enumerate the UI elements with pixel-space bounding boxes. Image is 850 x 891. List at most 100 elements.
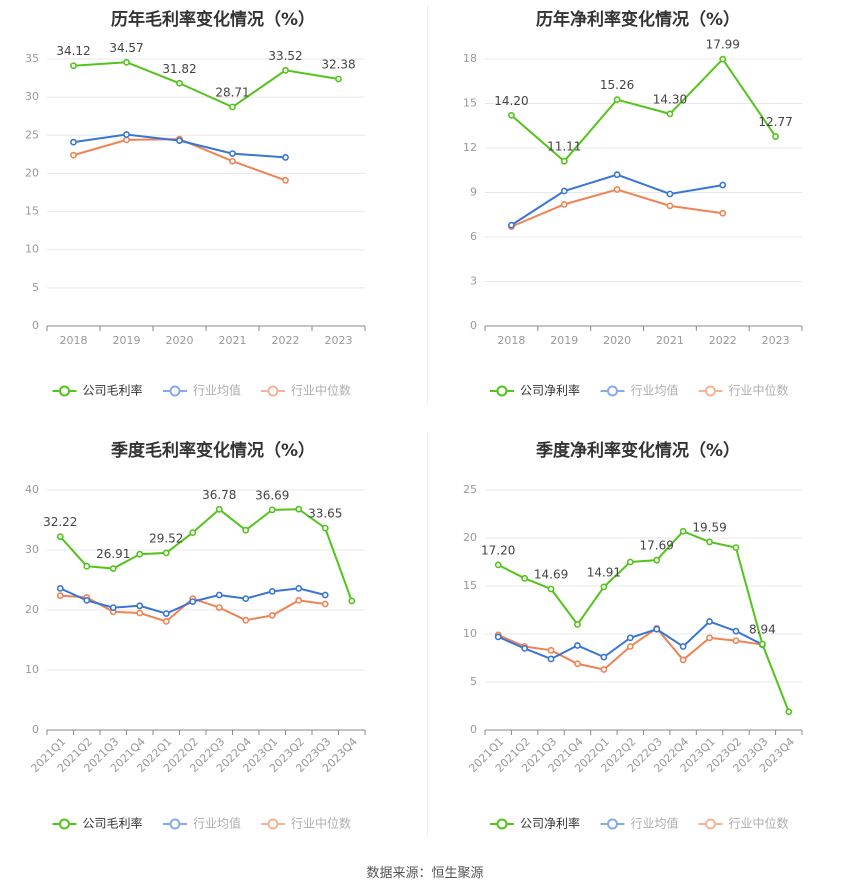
legend-item-avg: 行业均值 bbox=[600, 383, 679, 398]
data-label: 17.20 bbox=[481, 543, 515, 557]
data-label: 12.77 bbox=[758, 115, 792, 129]
data-point-company bbox=[626, 558, 634, 566]
y-tick-label: 0 bbox=[32, 723, 39, 736]
chart-3: 季度毛利率变化情况（%）0102030402021Q12021Q22021Q32… bbox=[25, 440, 366, 831]
legend-marker bbox=[267, 818, 279, 830]
legend-marker bbox=[496, 385, 508, 397]
data-point-median bbox=[600, 666, 608, 673]
data-label: 36.78 bbox=[202, 488, 236, 502]
data-point-company bbox=[242, 526, 250, 534]
data-label: 29.52 bbox=[149, 531, 183, 545]
data-label: 26.91 bbox=[96, 547, 130, 561]
data-label: 33.65 bbox=[308, 507, 342, 521]
series-line-company bbox=[510, 57, 777, 163]
data-point-avg bbox=[494, 633, 502, 641]
data-point-company bbox=[706, 538, 713, 546]
legend: 公司净利率 行业均值 行业中位数 bbox=[490, 816, 789, 831]
legend-marker bbox=[496, 818, 508, 830]
data-point-company bbox=[268, 506, 276, 514]
data-point-median bbox=[321, 600, 329, 608]
legend-label: 公司净利率 bbox=[520, 816, 580, 831]
series-avg bbox=[70, 131, 289, 161]
legend-item-avg: 行业均值 bbox=[163, 816, 241, 831]
data-point-avg bbox=[70, 138, 77, 146]
data-label: 14.30 bbox=[653, 92, 687, 106]
legend-marker bbox=[607, 818, 618, 830]
legend-item-company: 公司净利率 bbox=[490, 816, 580, 831]
legend-label: 行业均值 bbox=[631, 383, 679, 398]
y-tick-label: 0 bbox=[32, 319, 39, 332]
data-label: 17.99 bbox=[706, 38, 740, 52]
legend-item-median: 行业中位数 bbox=[261, 383, 351, 398]
data-point-avg bbox=[189, 598, 197, 605]
data-point-company bbox=[295, 505, 303, 513]
data-point-median bbox=[282, 176, 289, 184]
y-tick-label: 15 bbox=[25, 205, 39, 218]
y-tick-label: 30 bbox=[25, 90, 39, 103]
data-point-avg bbox=[666, 190, 674, 198]
data-label: 34.57 bbox=[109, 41, 143, 55]
data-point-company bbox=[600, 583, 608, 591]
data-point-avg bbox=[626, 634, 634, 642]
y-tick-label: 35 bbox=[25, 52, 39, 65]
data-point-median bbox=[613, 186, 621, 193]
vertical-divider-top bbox=[427, 5, 428, 405]
data-point-company bbox=[785, 708, 793, 716]
data-point-median bbox=[574, 660, 581, 668]
data-point-company bbox=[547, 585, 555, 593]
data-point-company bbox=[176, 79, 183, 87]
legend-label: 公司毛利率 bbox=[83, 816, 143, 831]
series-avg bbox=[508, 171, 727, 229]
data-point-company bbox=[335, 75, 342, 83]
legend-marker bbox=[607, 385, 618, 397]
data-point-company bbox=[494, 561, 502, 569]
data-point-median bbox=[162, 618, 170, 625]
y-tick-label: 30 bbox=[25, 543, 39, 556]
series-company: 34.12 34.57 31.82 28.71 33.52 32.38 bbox=[56, 41, 356, 111]
y-tick-label: 3 bbox=[470, 275, 477, 288]
data-label: 31.82 bbox=[162, 62, 196, 76]
legend-item-company: 公司毛利率 bbox=[52, 816, 143, 831]
x-tick-label: 2018 bbox=[60, 334, 88, 347]
data-point-median bbox=[706, 634, 713, 642]
data-label: 15.26 bbox=[600, 78, 634, 92]
data-point-company bbox=[653, 556, 661, 564]
legend-marker bbox=[705, 818, 716, 830]
data-point-company bbox=[83, 562, 91, 570]
y-tick-label: 25 bbox=[25, 128, 39, 141]
data-point-avg bbox=[242, 595, 250, 602]
x-tick-label: 2023 bbox=[325, 334, 353, 347]
data-point-median bbox=[268, 612, 276, 619]
y-tick-label: 10 bbox=[25, 243, 39, 256]
data-point-company bbox=[732, 544, 740, 551]
data-point-company bbox=[758, 640, 766, 648]
legend-label: 行业均值 bbox=[631, 816, 679, 831]
x-tick-label: 2018 bbox=[497, 334, 525, 347]
series-avg bbox=[494, 618, 766, 663]
data-label: 34.12 bbox=[56, 44, 90, 58]
data-point-median bbox=[295, 597, 303, 604]
data-point-avg bbox=[732, 627, 740, 635]
series-line-company bbox=[59, 508, 353, 602]
data-point-avg bbox=[574, 642, 581, 649]
data-point-company bbox=[189, 529, 197, 536]
data-point-avg bbox=[176, 137, 183, 145]
data-point-company bbox=[56, 533, 64, 541]
legend-label: 行业均值 bbox=[193, 383, 241, 398]
data-point-avg bbox=[600, 653, 608, 661]
series-line-median bbox=[511, 188, 723, 228]
data-point-avg bbox=[123, 131, 130, 138]
legend-item-avg: 行业均值 bbox=[600, 816, 679, 831]
data-label: 33.52 bbox=[268, 49, 302, 63]
data-point-median bbox=[719, 209, 727, 217]
data-point-avg bbox=[229, 150, 236, 157]
data-point-company bbox=[162, 549, 170, 557]
legend-label: 公司毛利率 bbox=[83, 383, 143, 398]
data-label: 19.59 bbox=[692, 520, 726, 534]
legend-marker bbox=[169, 818, 181, 830]
data-point-company bbox=[560, 157, 568, 165]
y-tick-label: 0 bbox=[470, 723, 477, 736]
series-company: 17.20 14.69 14.91 17.69 19.59 8.94 bbox=[481, 520, 793, 716]
legend: 公司净利率 行业均值 行业中位数 bbox=[490, 383, 789, 398]
legend-label: 行业中位数 bbox=[291, 816, 351, 831]
